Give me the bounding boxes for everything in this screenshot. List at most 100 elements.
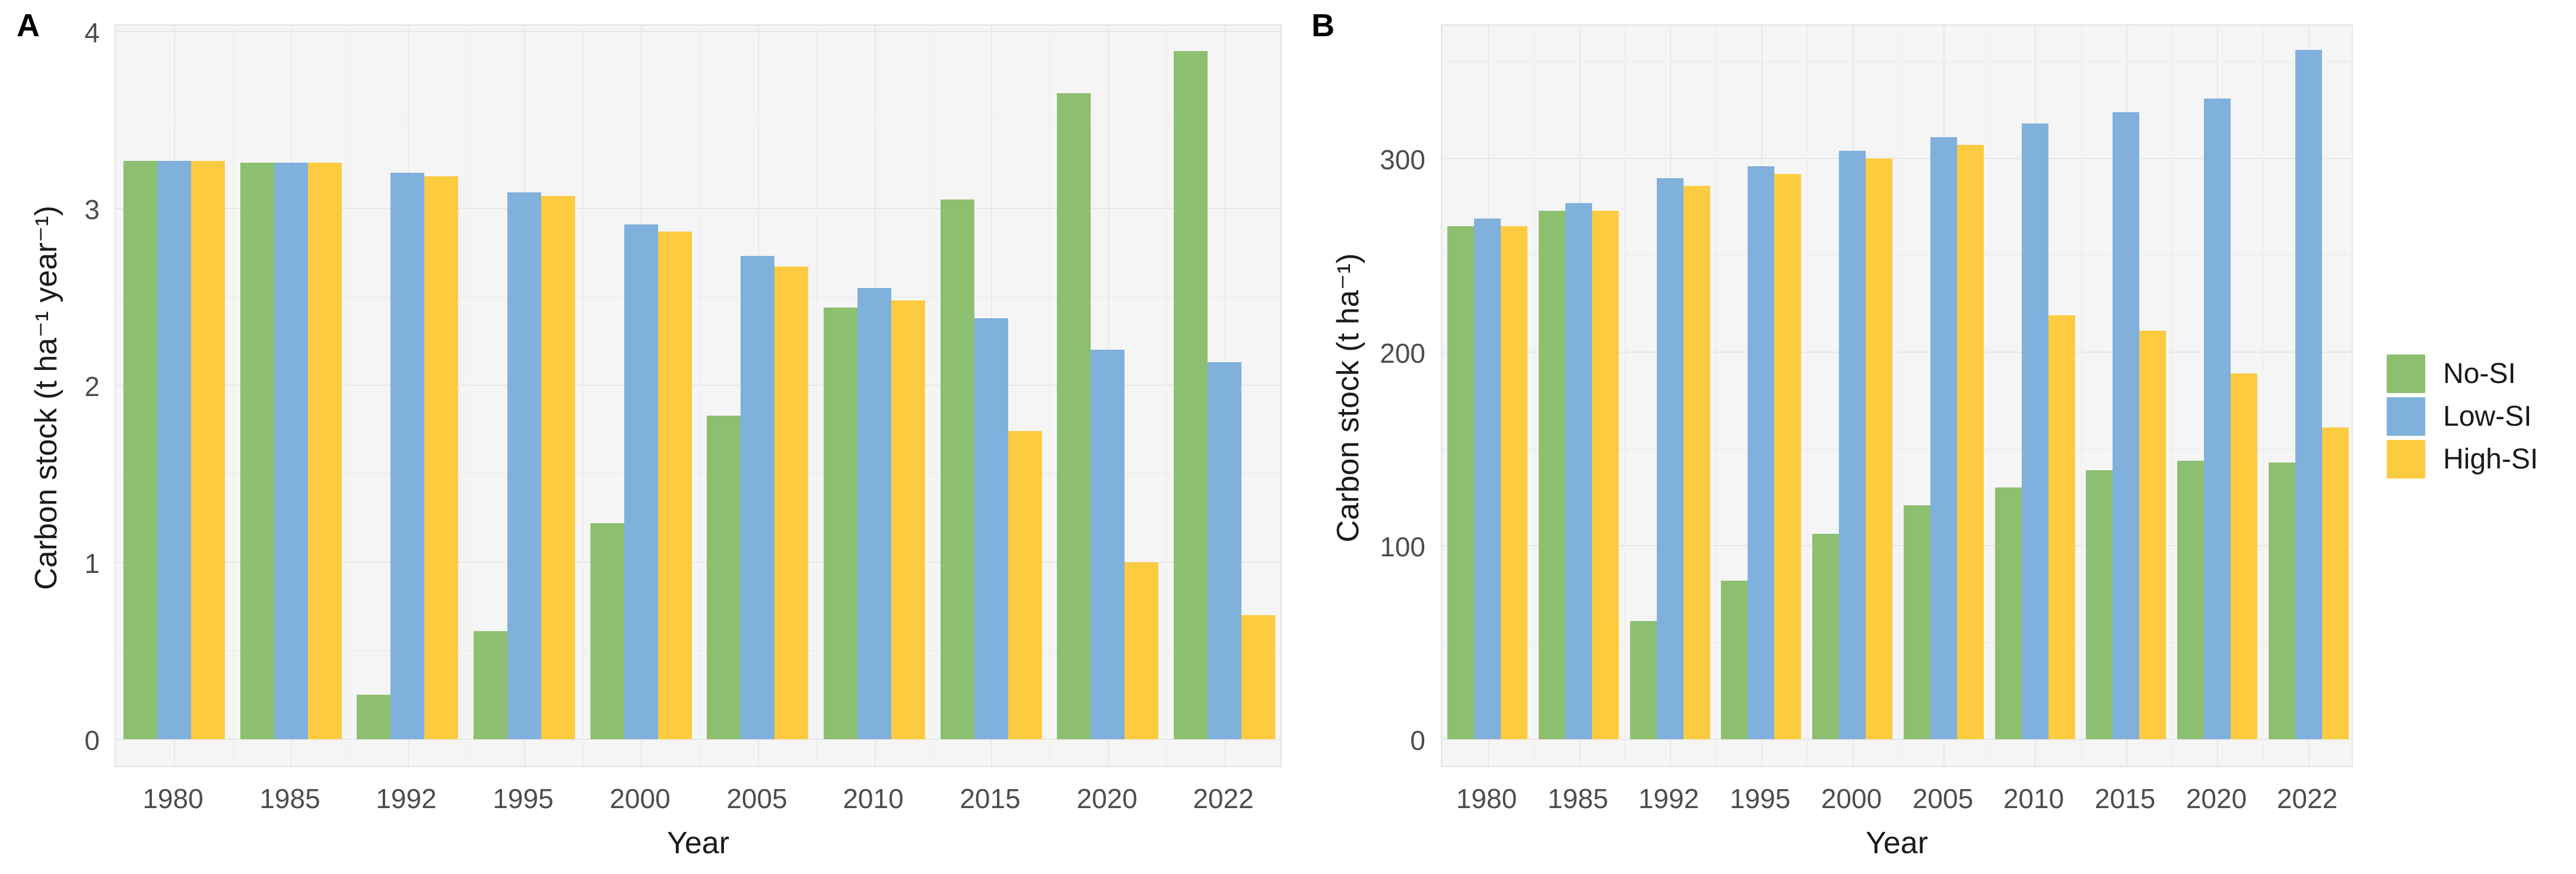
bar-2015-low-si: [2113, 112, 2139, 739]
bar-1995-low-si: [1748, 166, 1774, 739]
bar-2020-high-si: [1125, 562, 1158, 739]
legend-label-low-si: Low-SI: [2443, 401, 2532, 432]
bar-2020-no-si: [1057, 93, 1091, 739]
gridline-x-minor: [466, 26, 467, 766]
panel-b-label: B: [1311, 8, 1335, 43]
gridline-y-4: [116, 31, 1281, 32]
bar-2015-no-si: [941, 200, 974, 739]
gridline-y-0.5: [116, 650, 1281, 651]
gridline-y-2.5: [116, 296, 1281, 297]
gridline-y-1.5: [116, 473, 1281, 474]
gridline-x-minor: [816, 26, 817, 766]
x-tick-label-b-2010: 2010: [2003, 783, 2064, 814]
y-tick-label-b-100: 100: [1380, 531, 1425, 562]
x-tick-label-b-1985: 1985: [1547, 783, 1609, 814]
gridline-y-2: [116, 385, 1281, 386]
panel-b-x-axis-title: Year: [1865, 826, 1929, 860]
gridline-x-minor: [1716, 26, 1717, 766]
bar-1980-high-si: [1501, 226, 1527, 739]
gridline-x-minor: [933, 26, 934, 766]
gridline-x-minor: [1624, 26, 1625, 766]
legend-item-low-si: Low-SI: [2387, 397, 2538, 436]
bar-1985-low-si: [274, 163, 308, 739]
x-tick-label-a-2010: 2010: [843, 783, 904, 814]
x-tick-label-a-2015: 2015: [960, 783, 1021, 814]
bar-2010-high-si: [2048, 315, 2075, 739]
y-tick-label-b-300: 300: [1380, 144, 1425, 175]
bar-2010-no-si: [1995, 487, 2022, 739]
bar-2000-low-si: [624, 224, 658, 739]
bar-1995-high-si: [541, 196, 575, 739]
gridline-y-300: [1442, 158, 2352, 159]
gridline-y-350: [1442, 61, 2352, 62]
bar-2010-low-si: [2022, 124, 2048, 739]
x-tick-label-b-1995: 1995: [1729, 783, 1791, 814]
bar-2022-no-si: [1174, 51, 1208, 739]
x-tick-label-a-1980: 1980: [142, 783, 204, 814]
no-si-swatch-icon: [2387, 354, 2425, 393]
bar-2015-high-si: [1008, 431, 1042, 739]
y-tick-label-b-0: 0: [1410, 725, 1425, 756]
legend-item-no-si: No-SI: [2387, 354, 2538, 393]
bar-1992-no-si: [357, 695, 390, 739]
legend: No-SI Low-SI High-SI: [2387, 354, 2538, 483]
y-tick-label-a-3: 3: [84, 194, 100, 225]
bar-2020-low-si: [2204, 99, 2231, 739]
x-tick-label-b-1992: 1992: [1638, 783, 1700, 814]
gridline-x-minor: [1050, 26, 1051, 766]
legend-label-high-si: High-SI: [2443, 444, 2539, 475]
panel-a-label: A: [17, 8, 40, 43]
bar-2000-no-si: [1812, 534, 1839, 739]
high-si-swatch-icon: [2387, 440, 2425, 479]
bar-1995-low-si: [507, 192, 541, 739]
bar-2015-no-si: [2086, 470, 2113, 739]
x-tick-label-a-1985: 1985: [259, 783, 320, 814]
bar-2022-low-si: [2295, 50, 2322, 739]
gridline-y-0: [116, 739, 1281, 740]
bar-2022-high-si: [1241, 615, 1275, 739]
x-tick-label-b-2022: 2022: [2276, 783, 2338, 814]
bar-2010-low-si: [857, 288, 891, 739]
panel-a-x-axis-title: Year: [666, 826, 730, 860]
gridline-x-minor: [1166, 26, 1167, 766]
bar-2005-no-si: [707, 416, 741, 739]
bar-1980-low-si: [1474, 218, 1501, 739]
gridline-x-minor: [2263, 26, 2264, 766]
bar-2020-high-si: [2231, 373, 2257, 739]
y-tick-label-a-2: 2: [84, 371, 100, 402]
bar-2000-high-si: [658, 232, 692, 739]
bar-1980-low-si: [157, 161, 191, 739]
y-tick-label-a-4: 4: [84, 17, 100, 48]
bar-2020-no-si: [2177, 461, 2204, 739]
bar-1992-no-si: [1630, 621, 1657, 739]
gridline-x-minor: [1807, 26, 1808, 766]
x-tick-label-b-2015: 2015: [2094, 783, 2156, 814]
bar-1980-high-si: [191, 161, 225, 739]
legend-item-high-si: High-SI: [2387, 440, 2538, 479]
x-tick-label-b-1980: 1980: [1456, 783, 1517, 814]
gridline-x-minor: [1898, 26, 1900, 766]
y-tick-label-a-1: 1: [84, 548, 100, 579]
low-si-swatch-icon: [2387, 397, 2425, 436]
legend-label-no-si: No-SI: [2443, 358, 2516, 390]
gridline-y-100: [1442, 545, 2352, 546]
gridline-y-1: [116, 562, 1281, 563]
x-tick-label-a-2020: 2020: [1076, 783, 1138, 814]
bar-2020-low-si: [1091, 350, 1125, 739]
x-tick-label-a-2000: 2000: [609, 783, 671, 814]
gridline-y-3.5: [116, 119, 1281, 121]
bar-1992-high-si: [1684, 186, 1710, 739]
gridline-y-0: [1442, 739, 2352, 740]
bar-1985-high-si: [308, 163, 342, 739]
bar-1992-low-si: [1657, 178, 1684, 739]
bar-2022-high-si: [2322, 428, 2349, 739]
gridline-y-250: [1442, 255, 2352, 256]
gridline-x-minor: [1533, 26, 1535, 766]
gridline-x-minor: [583, 26, 584, 766]
bar-2000-no-si: [590, 523, 624, 739]
gridline-x-minor: [2172, 26, 2173, 766]
bar-1992-low-si: [390, 173, 424, 739]
x-tick-label-a-2022: 2022: [1193, 783, 1254, 814]
gridline-x-minor: [233, 26, 234, 766]
